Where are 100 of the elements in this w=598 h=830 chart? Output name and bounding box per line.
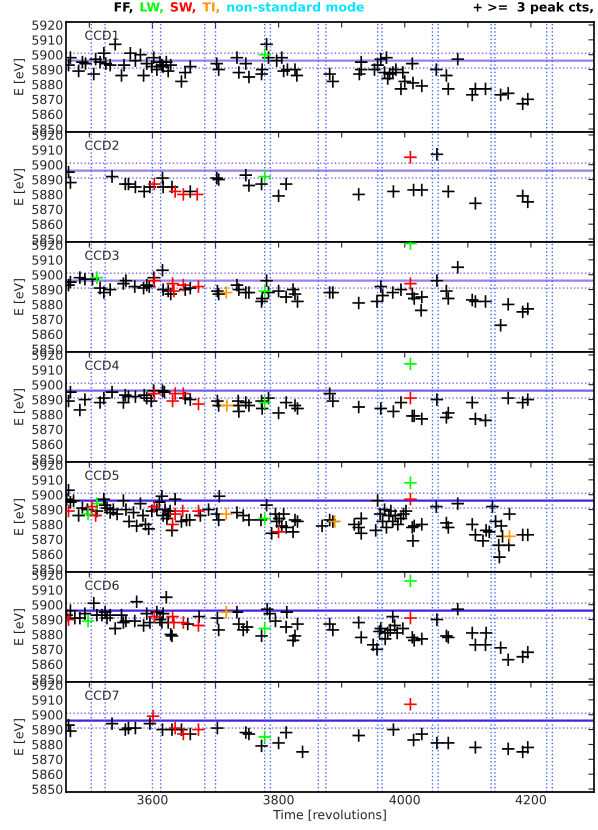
point (147, 500, 162, 514)
point (468, 740, 482, 754)
text: LW, (140, 2, 163, 14)
point (118, 388, 132, 402)
point (212, 286, 226, 302)
point (104, 170, 120, 184)
point (430, 392, 444, 407)
point (326, 394, 340, 408)
y-axis-title: E [eV] (14, 59, 25, 95)
point (295, 744, 310, 759)
point (72, 402, 87, 418)
y-axis-title: E [eV] (14, 499, 25, 535)
point (374, 280, 388, 294)
point (92, 280, 108, 296)
y-tick-label: 5910 (32, 475, 62, 485)
point (168, 720, 182, 736)
point (414, 290, 429, 304)
point (501, 742, 516, 756)
point (191, 504, 206, 518)
point (176, 726, 190, 742)
point (168, 184, 182, 199)
x-axis-title: Time [revolutions] (273, 810, 386, 821)
y-tick-label: 5860 (32, 110, 62, 120)
point (272, 736, 286, 750)
point (254, 176, 269, 192)
point (118, 722, 132, 737)
point (386, 184, 400, 199)
point (144, 394, 158, 408)
point (279, 395, 294, 410)
point (405, 286, 420, 302)
point (465, 292, 480, 308)
point (88, 508, 103, 523)
point (90, 496, 104, 511)
point (403, 697, 418, 712)
point (272, 524, 286, 539)
point (258, 284, 272, 298)
point (147, 610, 162, 624)
point (183, 392, 198, 407)
y-tick-label: 5870 (32, 754, 62, 764)
y-tick-label: 5900 (32, 50, 62, 60)
point (166, 276, 180, 291)
point (450, 260, 465, 274)
y-tick-label: 5870 (32, 94, 62, 104)
point (501, 390, 516, 406)
text: CCD3 (85, 250, 119, 260)
text: CCD6 (85, 580, 119, 590)
x-tick-label: 3600 (137, 795, 168, 804)
y-tick-label: 5860 (32, 770, 62, 780)
point (210, 394, 224, 408)
point (322, 386, 337, 401)
point (403, 390, 418, 406)
point (403, 574, 418, 588)
point (288, 286, 302, 302)
point (176, 615, 190, 630)
y-tick-label: 5860 (32, 660, 62, 670)
point (116, 276, 130, 291)
y-axis-title: E [eV] (14, 719, 25, 755)
point (191, 280, 206, 294)
x-tick-label: 4000 (389, 795, 420, 804)
point (210, 284, 224, 298)
y-tick-label: 5900 (32, 160, 62, 170)
y-tick-label: 5880 (32, 80, 62, 90)
point (219, 285, 234, 300)
text: CCD7 (85, 690, 118, 700)
y-tick-label: 5910 (32, 585, 62, 595)
point (190, 187, 204, 202)
point (104, 716, 120, 731)
text: CCD4 (85, 360, 119, 370)
point (279, 725, 294, 740)
point (191, 618, 206, 633)
y-tick-label: 5870 (32, 424, 62, 434)
point (90, 270, 104, 285)
y-axis-title: E [eV] (14, 389, 25, 425)
point (520, 194, 535, 209)
point (430, 736, 444, 750)
point (128, 180, 142, 194)
point (258, 621, 272, 636)
y-tick-label: 5910 (32, 255, 62, 265)
point (288, 398, 302, 413)
point (128, 720, 142, 736)
point (72, 270, 87, 285)
text: + >= 3 peak cts, (474, 2, 593, 14)
point (502, 529, 517, 544)
point (258, 395, 272, 410)
y-tick-label: 5880 (32, 300, 62, 310)
y-tick-label: 5900 (32, 380, 62, 390)
point (78, 392, 92, 407)
point (242, 398, 256, 413)
y-tick-label: 5870 (32, 644, 62, 654)
point (166, 394, 180, 408)
point (210, 720, 224, 736)
point (494, 318, 508, 332)
point (403, 356, 418, 371)
point (118, 274, 134, 288)
point (164, 286, 178, 302)
y-tick-label: 5880 (32, 190, 62, 200)
text: CCD1 (85, 30, 118, 40)
y-tick-label: 5900 (32, 600, 62, 610)
point (164, 180, 180, 194)
point (147, 274, 162, 288)
